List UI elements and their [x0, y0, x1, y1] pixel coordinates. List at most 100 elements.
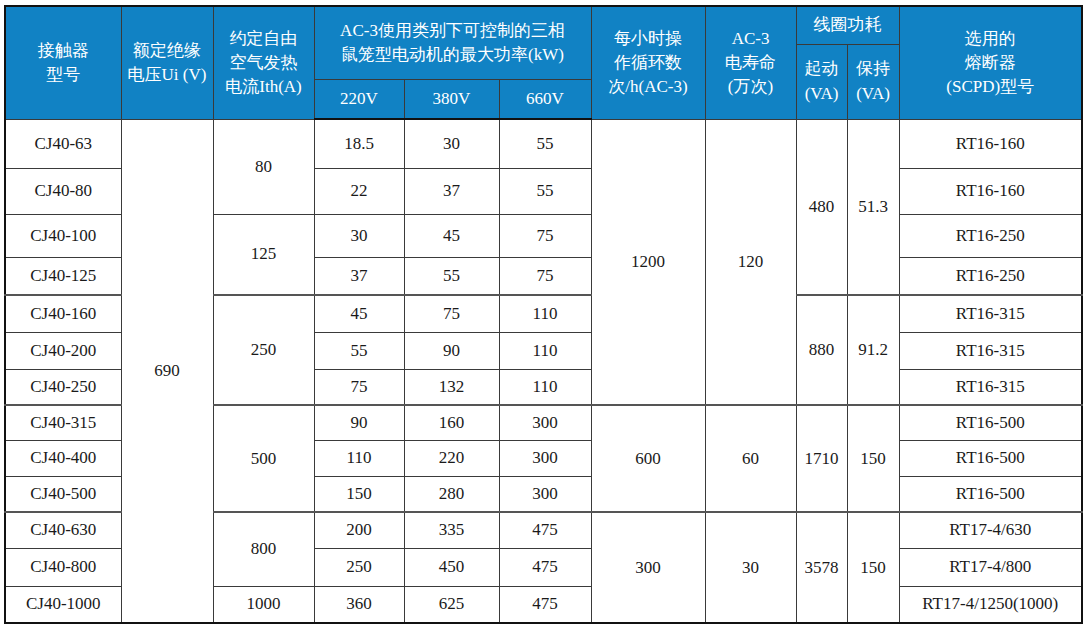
header-660v: 660V	[499, 79, 591, 119]
cell-fuse: RT16-315	[899, 332, 1082, 369]
cell-power-220: 90	[314, 405, 404, 440]
cell-power-380: 625	[404, 586, 499, 623]
cell-power-220: 110	[314, 440, 404, 476]
cell-model: CJ40-160	[5, 295, 121, 332]
cell-thermal-current: 250	[213, 295, 314, 405]
cell-power-380: 132	[404, 369, 499, 405]
cell-power-660: 110	[499, 332, 591, 369]
header-coil-consumption-group: 线圈功耗	[796, 6, 899, 44]
cell-power-380: 45	[404, 214, 499, 257]
header-fuse-type: 选用的 熔断器 (SCPD)型号	[899, 6, 1082, 119]
cell-power-380: 160	[404, 405, 499, 440]
cell-fuse: RT16-500	[899, 405, 1082, 440]
cell-thermal-current: 125	[213, 214, 314, 295]
header-insulation-voltage: 额定绝缘 电压Ui (V)	[121, 6, 213, 119]
cell-power-380: 280	[404, 476, 499, 512]
cell-power-220: 150	[314, 476, 404, 512]
cell-power-660: 55	[499, 168, 591, 214]
cell-power-660: 110	[499, 369, 591, 405]
table-header: 接触器 型号 额定绝缘 电压Ui (V) 约定自由 空气发热 电流Ith(A) …	[5, 6, 1082, 119]
cell-power-220: 360	[314, 586, 404, 623]
cell-power-660: 300	[499, 476, 591, 512]
cell-power-220: 75	[314, 369, 404, 405]
cell-life: 60	[705, 405, 796, 512]
cell-power-220: 55	[314, 332, 404, 369]
cell-fuse: RT17-4/630	[899, 512, 1082, 548]
cell-power-660: 475	[499, 548, 591, 586]
header-operating-cycles: 每小时操 作循环数 次/h(AC-3)	[591, 6, 705, 119]
cell-model: CJ40-800	[5, 548, 121, 586]
cell-power-220: 37	[314, 257, 404, 295]
cell-cycles: 600	[591, 405, 705, 512]
cell-model: CJ40-1000	[5, 586, 121, 623]
header-coil-start: 起动 (VA)	[796, 44, 847, 119]
cell-cycles: 1200	[591, 119, 705, 405]
cell-coil-start: 3578	[796, 512, 847, 623]
cell-thermal-current: 1000	[213, 586, 314, 623]
cell-fuse: RT16-315	[899, 295, 1082, 332]
cell-cycles: 300	[591, 512, 705, 623]
cell-power-660: 300	[499, 440, 591, 476]
cell-power-380: 37	[404, 168, 499, 214]
cell-model: CJ40-200	[5, 332, 121, 369]
cell-power-380: 220	[404, 440, 499, 476]
table-body: CJ40-63 690 80 18.5 30 55 1200 120 480 5…	[5, 119, 1082, 623]
header-coil-hold: 保持 (VA)	[847, 44, 899, 119]
cell-life: 120	[705, 119, 796, 405]
cell-coil-hold: 51.3	[847, 119, 899, 295]
cell-coil-start: 1710	[796, 405, 847, 512]
cell-power-660: 55	[499, 119, 591, 168]
cell-model: CJ40-125	[5, 257, 121, 295]
cell-power-220: 250	[314, 548, 404, 586]
cell-coil-start: 880	[796, 295, 847, 405]
header-electrical-life: AC-3 电寿命 (万次)	[705, 6, 796, 119]
cell-fuse: RT16-250	[899, 214, 1082, 257]
header-220v: 220V	[314, 79, 404, 119]
cell-power-220: 45	[314, 295, 404, 332]
cell-coil-hold: 150	[847, 405, 899, 512]
cell-power-660: 300	[499, 405, 591, 440]
cell-coil-start: 480	[796, 119, 847, 295]
cell-fuse: RT17-4/1250(1000)	[899, 586, 1082, 623]
cell-power-660: 75	[499, 257, 591, 295]
cell-thermal-current: 800	[213, 512, 314, 586]
cell-life: 30	[705, 512, 796, 623]
cell-thermal-current: 500	[213, 405, 314, 512]
cell-power-660: 75	[499, 214, 591, 257]
cell-model: CJ40-80	[5, 168, 121, 214]
cell-fuse: RT16-315	[899, 369, 1082, 405]
cell-fuse: RT16-500	[899, 476, 1082, 512]
cell-model: CJ40-500	[5, 476, 121, 512]
cell-model: CJ40-400	[5, 440, 121, 476]
cell-power-660: 110	[499, 295, 591, 332]
cell-model: CJ40-630	[5, 512, 121, 548]
cell-power-220: 200	[314, 512, 404, 548]
cell-coil-hold: 150	[847, 512, 899, 623]
cell-model: CJ40-63	[5, 119, 121, 168]
cell-power-380: 55	[404, 257, 499, 295]
cell-power-220: 22	[314, 168, 404, 214]
cell-model: CJ40-250	[5, 369, 121, 405]
cell-model: CJ40-315	[5, 405, 121, 440]
cell-power-380: 75	[404, 295, 499, 332]
cell-fuse: RT16-500	[899, 440, 1082, 476]
header-380v: 380V	[404, 79, 499, 119]
header-contactor-model: 接触器 型号	[5, 6, 121, 119]
cell-fuse: RT16-160	[899, 119, 1082, 168]
cell-fuse: RT16-250	[899, 257, 1082, 295]
cell-fuse: RT16-160	[899, 168, 1082, 214]
cell-power-380: 90	[404, 332, 499, 369]
cell-power-660: 475	[499, 512, 591, 548]
cell-power-220: 30	[314, 214, 404, 257]
cell-power-380: 450	[404, 548, 499, 586]
cell-power-380: 30	[404, 119, 499, 168]
table-row: CJ40-63 690 80 18.5 30 55 1200 120 480 5…	[5, 119, 1082, 168]
cell-thermal-current: 80	[213, 119, 314, 214]
contactor-spec-table: 接触器 型号 额定绝缘 电压Ui (V) 约定自由 空气发热 电流Ith(A) …	[4, 5, 1083, 624]
cell-power-220: 18.5	[314, 119, 404, 168]
cell-coil-hold: 91.2	[847, 295, 899, 405]
header-thermal-current: 约定自由 空气发热 电流Ith(A)	[213, 6, 314, 119]
header-max-power-group: AC-3使用类别下可控制的三相 鼠笼型电动机的最大功率(kW)	[314, 6, 591, 79]
cell-fuse: RT17-4/800	[899, 548, 1082, 586]
cell-insulation-voltage: 690	[121, 119, 213, 623]
